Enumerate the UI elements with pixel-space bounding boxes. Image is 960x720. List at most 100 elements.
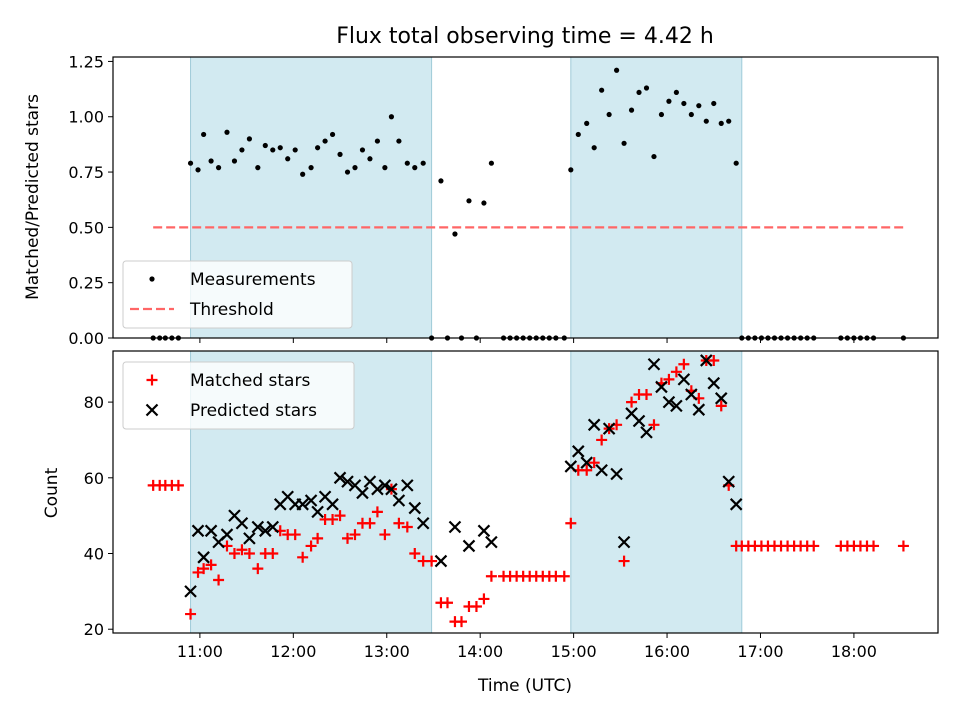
predicted-stars-point (401, 479, 414, 492)
predicted-stars-point (326, 498, 339, 511)
x-tick-label: 18:00 (831, 642, 877, 661)
matched-stars-point (565, 517, 577, 529)
measurement-point (224, 129, 230, 135)
predicted-stars-point (485, 535, 498, 549)
predicted-stars-point (392, 494, 406, 507)
measurement-point (195, 167, 201, 173)
measurement-point (315, 145, 321, 151)
measurement-point (277, 145, 283, 151)
matched-stars-point (581, 464, 593, 476)
measurement-point (591, 145, 597, 151)
measurement-point (575, 131, 581, 138)
measurement-point (452, 231, 458, 237)
matched-stars-point (342, 532, 354, 544)
measurement-point (285, 156, 291, 162)
y-tick-label: 80 (84, 393, 104, 412)
bottom-panel-counts: 11:00 12:00 13:00 14:00 15:00 16:00 17:00 18:00… (84, 350, 939, 661)
y-tick-label: 0.25 (68, 274, 104, 293)
matched-stars-point (678, 358, 690, 370)
matched-stars-point (305, 540, 317, 552)
measurement-point (420, 160, 426, 166)
y-tick-label: 1.25 (68, 52, 104, 71)
measurement-point (466, 198, 472, 204)
predicted-stars-point (602, 422, 616, 435)
predicted-stars-point (477, 524, 491, 538)
matched-stars-point (393, 517, 405, 529)
measurement-point (733, 160, 739, 166)
legend-label: Matched stars (190, 371, 310, 391)
predicted-stars-point (259, 524, 272, 538)
legend-marker-x (145, 403, 159, 417)
matched-stars-point (297, 551, 309, 563)
predicted-stars-point (416, 516, 430, 530)
measurement-point (681, 100, 687, 107)
axes-frame (112, 56, 939, 339)
matched-stars-point (198, 563, 210, 575)
x-tick-label: 16:00 (644, 642, 690, 661)
predicted-stars-point (333, 471, 347, 485)
matched-stars-point (897, 540, 909, 552)
matched-stars-point (371, 506, 383, 518)
measurement-point (300, 171, 306, 177)
x-axis-label: Time (UTC) (477, 676, 572, 696)
matched-stars-point (470, 601, 482, 613)
predicted-stars-point (632, 414, 646, 428)
measurement-point (270, 147, 276, 153)
matched-stars-point (715, 400, 727, 412)
y-tick-label: 0.50 (68, 218, 104, 237)
measurement-point (621, 140, 627, 146)
measurement-point (231, 158, 238, 164)
measurement-point (201, 131, 207, 138)
measurement-point (599, 87, 605, 93)
matched-stars-point (868, 540, 880, 552)
matched-stars-point (205, 559, 217, 571)
measurement-point (481, 200, 487, 206)
observing-interval-shade (570, 56, 743, 339)
matched-stars-point (185, 608, 197, 620)
measurement-point (239, 147, 245, 153)
measurement-point (711, 100, 717, 107)
y-tick-label: 60 (84, 469, 104, 488)
predicted-stars-point (572, 445, 585, 458)
matched-stars-point (364, 517, 376, 529)
predicted-stars-point (647, 357, 661, 371)
measurement-point (262, 142, 268, 149)
legend-marker-dot (149, 276, 155, 282)
y-tick-label: 0.00 (68, 329, 104, 348)
matched-stars-point (401, 521, 413, 533)
y-tick-label: 0.75 (68, 163, 104, 182)
measurement-point (329, 131, 336, 138)
measurement-point (359, 147, 366, 153)
measurement-point (352, 165, 358, 171)
measurement-point (636, 89, 642, 96)
measurement-point (673, 89, 679, 96)
x-tick-label: 11:00 (177, 642, 223, 661)
predicted-stars-point (341, 475, 354, 488)
measurement-point (308, 165, 314, 171)
predicted-stars-point (692, 403, 706, 416)
predicted-stars-point (655, 380, 668, 394)
top-panel-ratio: 0.00 0.25 0.50 0.75 1.00 1.25 Measurements Thre… (68, 52, 939, 348)
predicted-stars-point (243, 532, 256, 545)
matched-stars-point (648, 419, 660, 431)
predicted-stars-point (408, 501, 422, 515)
matched-stars-point (596, 434, 608, 446)
matched-stars-point (558, 570, 570, 582)
legend-box (122, 260, 353, 329)
matched-stars-point (334, 510, 346, 522)
measurement-point (628, 107, 635, 113)
predicted-stars-point (587, 418, 601, 432)
predicted-stars-point (722, 475, 735, 488)
measurement-point (208, 158, 214, 164)
measurement-point (388, 114, 395, 120)
measurement-point (438, 178, 444, 184)
matched-stars-point (485, 570, 497, 582)
matched-stars-point (236, 544, 248, 556)
matched-stars-point (172, 479, 184, 491)
predicted-stars-point (378, 479, 392, 492)
measurement-point (215, 165, 222, 171)
matched-stars-point (243, 548, 255, 560)
predicted-stars-point (685, 388, 698, 401)
y-axis-label-ratio: Matched/Predicted stars (23, 94, 43, 300)
